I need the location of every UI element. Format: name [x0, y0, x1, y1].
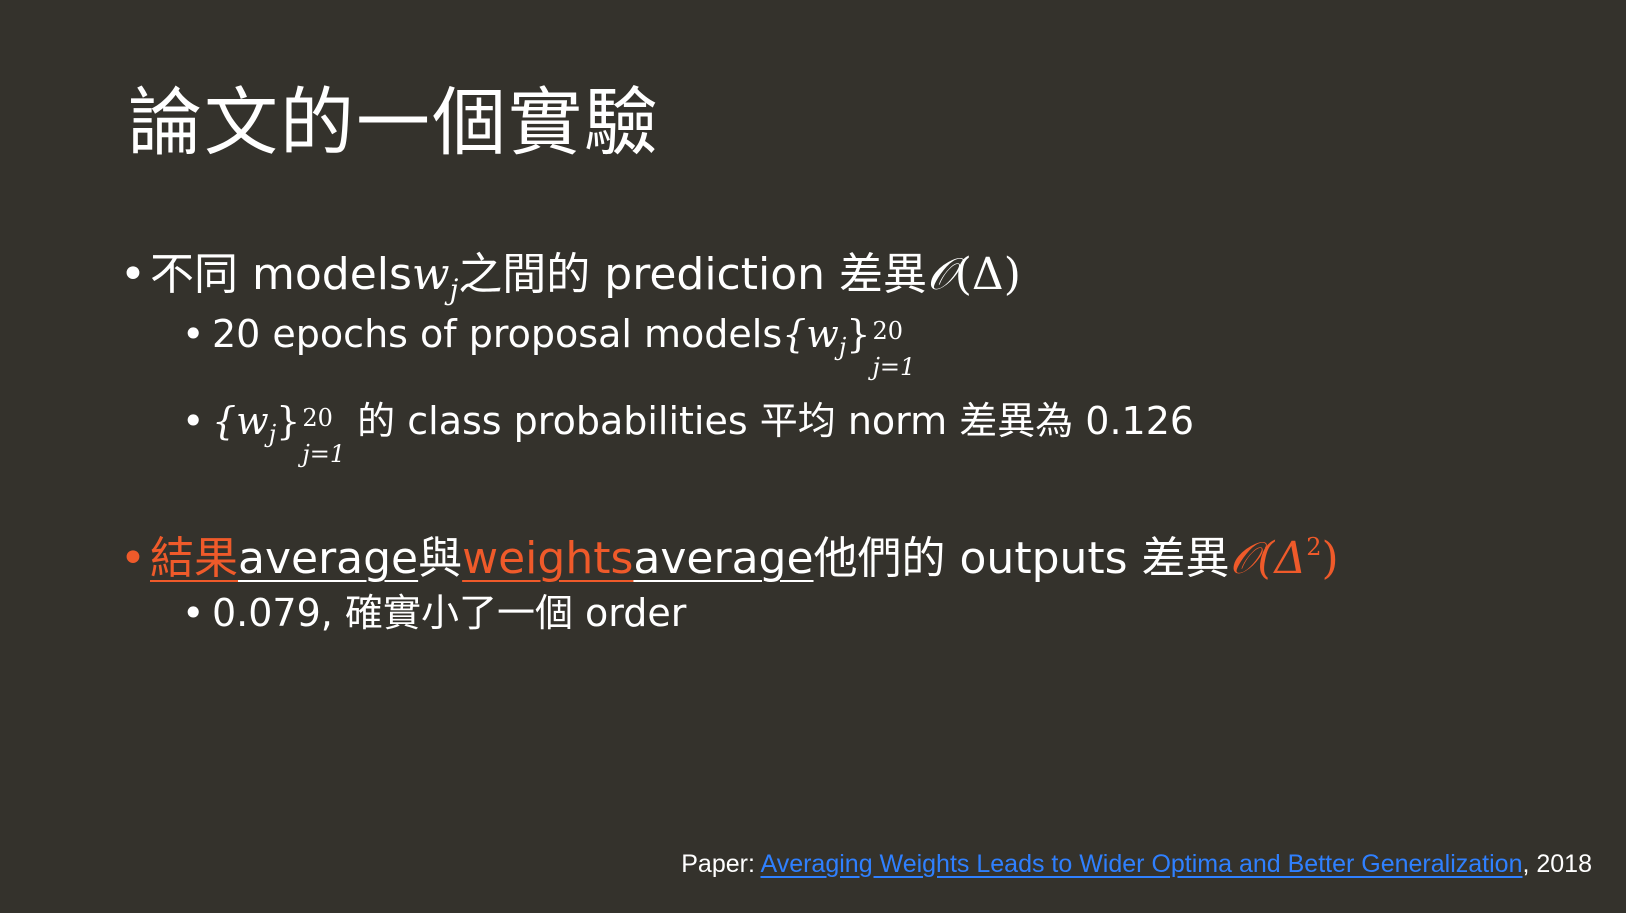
math-set-open: {w	[782, 312, 839, 356]
accent-result: 結果	[150, 533, 238, 584]
math-delta: (Δ)	[954, 249, 1021, 300]
bullet-text-1: 不同 models	[150, 249, 412, 300]
citation-prefix: Paper:	[681, 850, 761, 878]
bullet-marker: •	[120, 249, 146, 300]
math-square: 2	[1306, 533, 1322, 561]
paper-link[interactable]: Averaging Weights Leads to Wider Optima …	[760, 850, 1523, 878]
subbullet-text-1: 20 epochs of proposal models	[212, 312, 783, 356]
math-close-paren: )	[1321, 533, 1339, 584]
math-sub: j=1	[302, 440, 346, 468]
math-j-sub: j	[449, 273, 459, 306]
paper-citation: Paper: Averaging Weights Leads to Wider …	[681, 850, 1592, 879]
subbullet-class-probabilities: • {w j} 20 j=1 的 class probabilities 平均 n…	[182, 390, 1195, 466]
math-big-o-delta: 𝒪(Δ	[1229, 533, 1307, 584]
subbullet-epochs: • 20 epochs of proposal models {w j} 20 j…	[182, 312, 915, 379]
math-w: w	[411, 249, 450, 300]
underlined-average-1: average	[238, 533, 419, 584]
subbullet-marker: •	[182, 399, 205, 443]
math-sup-sub: 20 j=1	[872, 319, 916, 381]
math-set-close: }	[276, 399, 301, 443]
subbullet-result-value: • 0.079, 確實小了一個 order	[182, 582, 686, 637]
bullet-text-2: 之間的 prediction 差異	[458, 249, 928, 300]
bullet-marker-accent: •	[120, 533, 146, 584]
math-set-open: {w	[212, 399, 269, 443]
bullet-text-4: 他們的 outputs 差異	[813, 533, 1230, 584]
math-big-o: 𝒪	[927, 249, 955, 300]
accent-weights: weights	[462, 533, 634, 584]
math-sup-sub: 20 j=1	[302, 406, 346, 468]
subbullet-text-3: 0.079, 確實小了一個 order	[212, 591, 687, 635]
math-sup: 20	[872, 317, 904, 345]
slide-title: 論文的一個實驗	[128, 80, 660, 166]
subbullet-text-2: 的 class probabilities 平均 norm 差異為 0.126	[357, 399, 1195, 443]
math-sup: 20	[302, 404, 333, 432]
math-j-sub: j	[268, 420, 277, 448]
math-j-sub: j	[838, 333, 847, 361]
subbullet-marker: •	[182, 312, 205, 356]
math-set-close: }	[846, 312, 871, 356]
bullet-text-3: 與	[418, 533, 463, 584]
citation-year: , 2018	[1522, 850, 1592, 878]
subbullet-marker: •	[182, 591, 205, 635]
math-sub: j=1	[872, 353, 916, 381]
bullet-outputs-difference: • 結果 average 與 weights average 他們的 outpu…	[120, 522, 1339, 586]
underlined-average-2: average	[633, 533, 814, 584]
